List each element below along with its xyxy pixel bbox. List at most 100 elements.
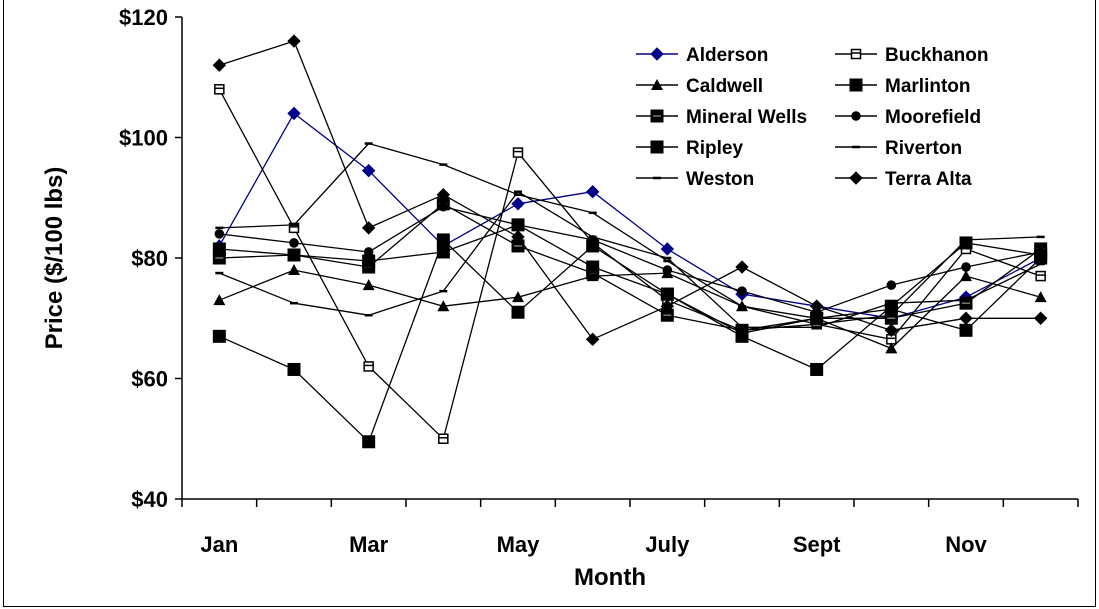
series-line-weston [219,191,1041,328]
data-point-weston [887,301,896,305]
data-point-weston [364,313,373,317]
legend-marker-ripley [650,140,664,154]
series-line-terra-alta [219,40,1041,340]
series-line-buckhanon [218,88,1041,440]
data-point-weston [738,326,746,329]
data-point-ripley [735,326,749,340]
data-point-marlinton [959,236,973,250]
data-point-marlinton [810,362,824,376]
data-point-terra-alta [1033,311,1048,325]
data-point-buckhanon-box [512,147,524,158]
data-point-moorefield [363,247,374,257]
legend-label: Ripley [686,138,743,159]
data-point-moorefield [961,262,971,272]
legend-label: Riverton [885,138,962,159]
data-point-ripley [810,311,824,325]
series-line-mineral-wells [219,203,1042,331]
y-ticks: $40 $60 $80 $100 $120 [119,5,182,512]
data-point-riverton [588,211,597,215]
legend-marker-marlinton [849,78,863,92]
data-point-mineral-wells [511,239,525,253]
y-tick-label: $40 [131,487,168,512]
data-point-riverton [1036,235,1045,239]
legend-label: Terra Alta [885,169,972,190]
data-point-terra-alta [884,323,899,338]
data-point-mineral-wells [660,308,674,322]
data-point-weston [514,190,522,193]
data-point-weston [439,289,448,293]
data-point-riverton [812,323,821,326]
legend-entry-mineral-wells: Mineral Wells [636,107,807,128]
data-point-weston [663,256,672,260]
legend-marker-mineral-wells [650,109,664,123]
x-tick-label: Nov [945,532,987,557]
data-point-caldwell [288,264,300,276]
data-point-buckhanon-box [288,222,300,234]
data-point-ripley [660,287,674,301]
legend-label: Weston [686,169,754,190]
x-tick-label: July [645,532,690,557]
data-point-caldwell [960,270,972,282]
legend-label: Moorefield [885,107,981,128]
x-tick-label: Mar [349,532,389,557]
series-line-ripley [219,224,1042,334]
data-point-buckhanon-box [363,361,374,372]
y-axis-title: Price ($/100 lbs) [41,167,68,350]
legend-label: Caldwell [686,76,763,97]
data-point-moorefield [438,201,449,212]
legend-entry-moorefield: Moorefield [835,107,981,128]
data-point-terra-alta [735,260,749,274]
data-point-buckhanon [512,147,524,158]
series-line-caldwell [219,269,1041,350]
data-point-terra-alta [809,299,824,313]
legend-label: Alderson [686,45,768,66]
y-tick-label: $80 [131,246,168,271]
legend-label: Mineral Wells [686,107,807,128]
data-point-alderson [585,185,600,199]
series-line-alderson [218,112,1042,319]
data-point-terra-alta [959,311,973,325]
data-point-riverton [439,163,448,166]
data-point-alderson [361,163,376,178]
series-line-marlinton [219,239,1041,443]
data-point-ripley [884,302,898,316]
legend-entry-terra-alta: Terra Alta [835,169,972,190]
data-point-terra-alta [361,221,376,235]
legend-entry-alderson: Alderson [636,45,768,66]
y-tick-label: $60 [131,367,168,392]
data-point-terra-alta [660,299,675,313]
data-point-buckhanon-box [438,433,449,444]
data-point-moorefield [886,280,897,290]
data-point-moorefield [289,238,299,248]
data-point-weston [1036,262,1045,266]
legend-entry-buckhanon: Buckhanon [835,45,988,66]
data-point-marlinton [436,233,450,247]
data-point-caldwell [437,300,450,312]
data-point-marlinton [511,305,525,319]
legend-marker-caldwell [651,79,663,90]
data-point-moorefield [214,229,225,239]
data-point-mineral-wells [959,296,973,310]
data-point-riverton [514,193,522,196]
data-point-weston [812,326,821,329]
data-point-marlinton [212,329,226,343]
x-ticks: Jan Mar May July Sept Nov [181,499,1079,557]
x-tick-label: May [497,532,541,557]
series-line-moorefield [219,206,1041,313]
data-point-riverton [215,226,224,230]
data-point-moorefield [662,265,673,275]
data-point-buckhanon-box [1035,270,1046,282]
data-point-buckhanon-box [214,84,225,95]
data-point-weston [962,298,970,302]
data-point-riverton [663,259,672,263]
legend-entry-caldwell: Caldwell [636,76,763,97]
legend-marker-alderson [650,47,664,61]
legend: Alderson Buckhanon Caldwell Marlinton Minera… [636,45,988,190]
data-point-weston [588,235,597,239]
legend-marker-buckhanon [850,48,862,60]
data-point-moorefield [737,286,747,296]
legend-marker-terra-alta [849,171,863,185]
data-point-riverton [364,142,373,145]
data-point-buckhanon [438,433,449,444]
